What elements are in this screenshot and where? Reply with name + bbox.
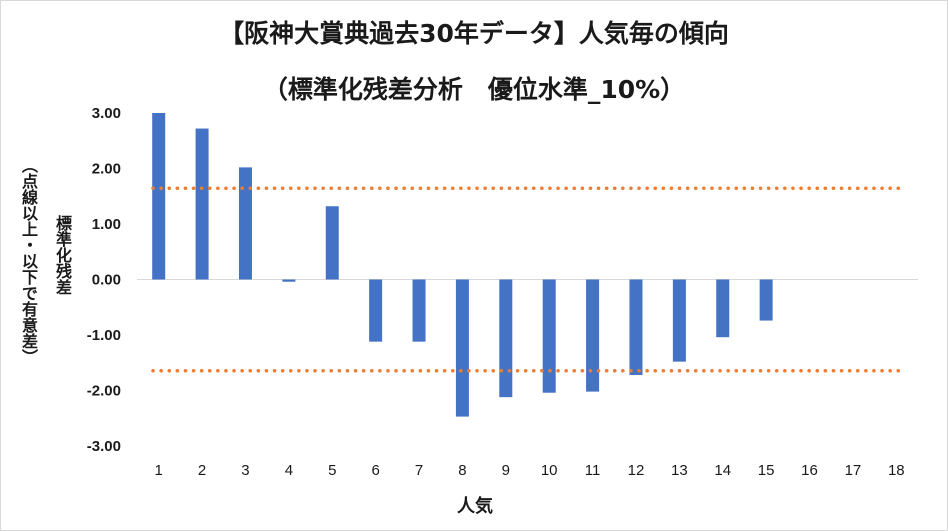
x-tick-label: 3	[241, 462, 249, 479]
x-tick-label: 1	[155, 462, 163, 479]
x-axis-label: 人気	[457, 496, 493, 517]
bar	[282, 279, 296, 282]
bar	[542, 279, 556, 393]
x-tick-label: 11	[585, 462, 601, 479]
y-axis-label: 標準化残差 （点線以上・以下で有意差）	[0, 145, 80, 415]
y-axis-label-line2: （点線以上・以下で有意差）	[19, 157, 38, 365]
chart-title: 【阪神大賞典過去30年データ】人気毎の傾向	[219, 19, 729, 48]
x-tick-label: 9	[502, 462, 510, 479]
bar	[369, 279, 383, 342]
y-tick-label: -2.00	[87, 383, 121, 400]
x-tick-label: 6	[371, 462, 379, 479]
x-tick-label: 13	[671, 462, 688, 479]
bar	[152, 113, 166, 280]
x-tick-label: 17	[845, 462, 862, 479]
y-axis-label-line1: 標準化残差	[53, 215, 72, 295]
bar	[499, 279, 513, 398]
x-tick-label: 16	[801, 462, 818, 479]
bar	[412, 279, 426, 342]
y-tick-label: 3.00	[92, 105, 121, 122]
x-tick-label: 14	[714, 462, 731, 479]
bar	[586, 279, 600, 392]
x-tick-label: 8	[458, 462, 466, 479]
y-tick-label: 2.00	[92, 161, 121, 178]
y-tick-label: 1.00	[92, 216, 121, 233]
x-tick-label: 18	[888, 462, 905, 479]
bar	[629, 279, 643, 375]
bar	[455, 279, 469, 417]
x-tick-label: 15	[758, 462, 775, 479]
bar	[325, 206, 339, 280]
bar	[716, 279, 730, 338]
x-tick-label: 4	[285, 462, 293, 479]
x-tick-label: 7	[415, 462, 423, 479]
x-tick-label: 12	[628, 462, 645, 479]
y-tick-label: 0.00	[92, 272, 121, 289]
bar	[672, 279, 686, 362]
bar	[238, 167, 252, 280]
bar	[195, 128, 209, 280]
y-tick-label: -3.00	[87, 438, 121, 455]
x-tick-label: 2	[198, 462, 206, 479]
x-tick-label: 10	[541, 462, 558, 479]
x-tick-label: 5	[328, 462, 336, 479]
y-tick-label: -1.00	[87, 327, 121, 344]
bar	[759, 279, 773, 321]
chart-subtitle: （標準化残差分析 優位水準_10%）	[262, 75, 686, 104]
